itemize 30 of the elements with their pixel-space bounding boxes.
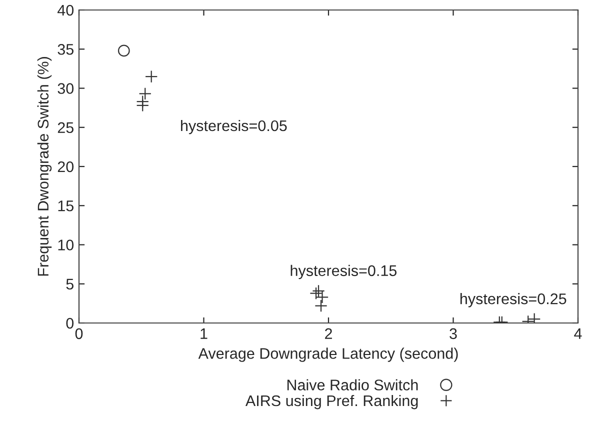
point xyxy=(528,312,541,323)
point xyxy=(136,99,149,112)
x-tick-label: 1 xyxy=(200,328,208,339)
x-tick-label: 4 xyxy=(574,328,582,339)
x-tick-label: 2 xyxy=(325,328,332,339)
x-axis-title: Average Downgrade Latency (second) xyxy=(198,348,458,362)
y-tick-label: 20 xyxy=(58,161,74,172)
y-tick-label: 5 xyxy=(66,278,74,290)
y-tick-label: 30 xyxy=(58,83,74,94)
x-tick-label: 3 xyxy=(450,328,457,340)
point xyxy=(144,70,158,83)
point xyxy=(138,87,152,100)
point xyxy=(310,286,322,300)
legend-label: Naive Radio Switch xyxy=(287,379,418,390)
x-tick-label: 0 xyxy=(75,328,83,340)
y-axis-title: Frequent Dwongrade Switch (%) xyxy=(37,57,52,276)
y-tick-label: 40 xyxy=(58,4,74,16)
y-tick-label: 15 xyxy=(58,200,74,212)
point xyxy=(314,299,328,312)
point xyxy=(316,290,329,304)
y-tick-label: 10 xyxy=(58,240,74,250)
y-tick-label: 0 xyxy=(66,318,74,329)
annotation: hysteresis=0.05 xyxy=(181,120,287,134)
legend-label: AIRS using Pref. Ranking xyxy=(245,394,418,410)
y-tick-label: 35 xyxy=(58,44,74,55)
annotation: hysteresis=0.25 xyxy=(460,293,566,308)
point xyxy=(312,284,325,298)
point xyxy=(118,44,130,57)
y-tick-label: 25 xyxy=(58,122,74,134)
annotation: hysteresis=0.15 xyxy=(290,264,397,280)
